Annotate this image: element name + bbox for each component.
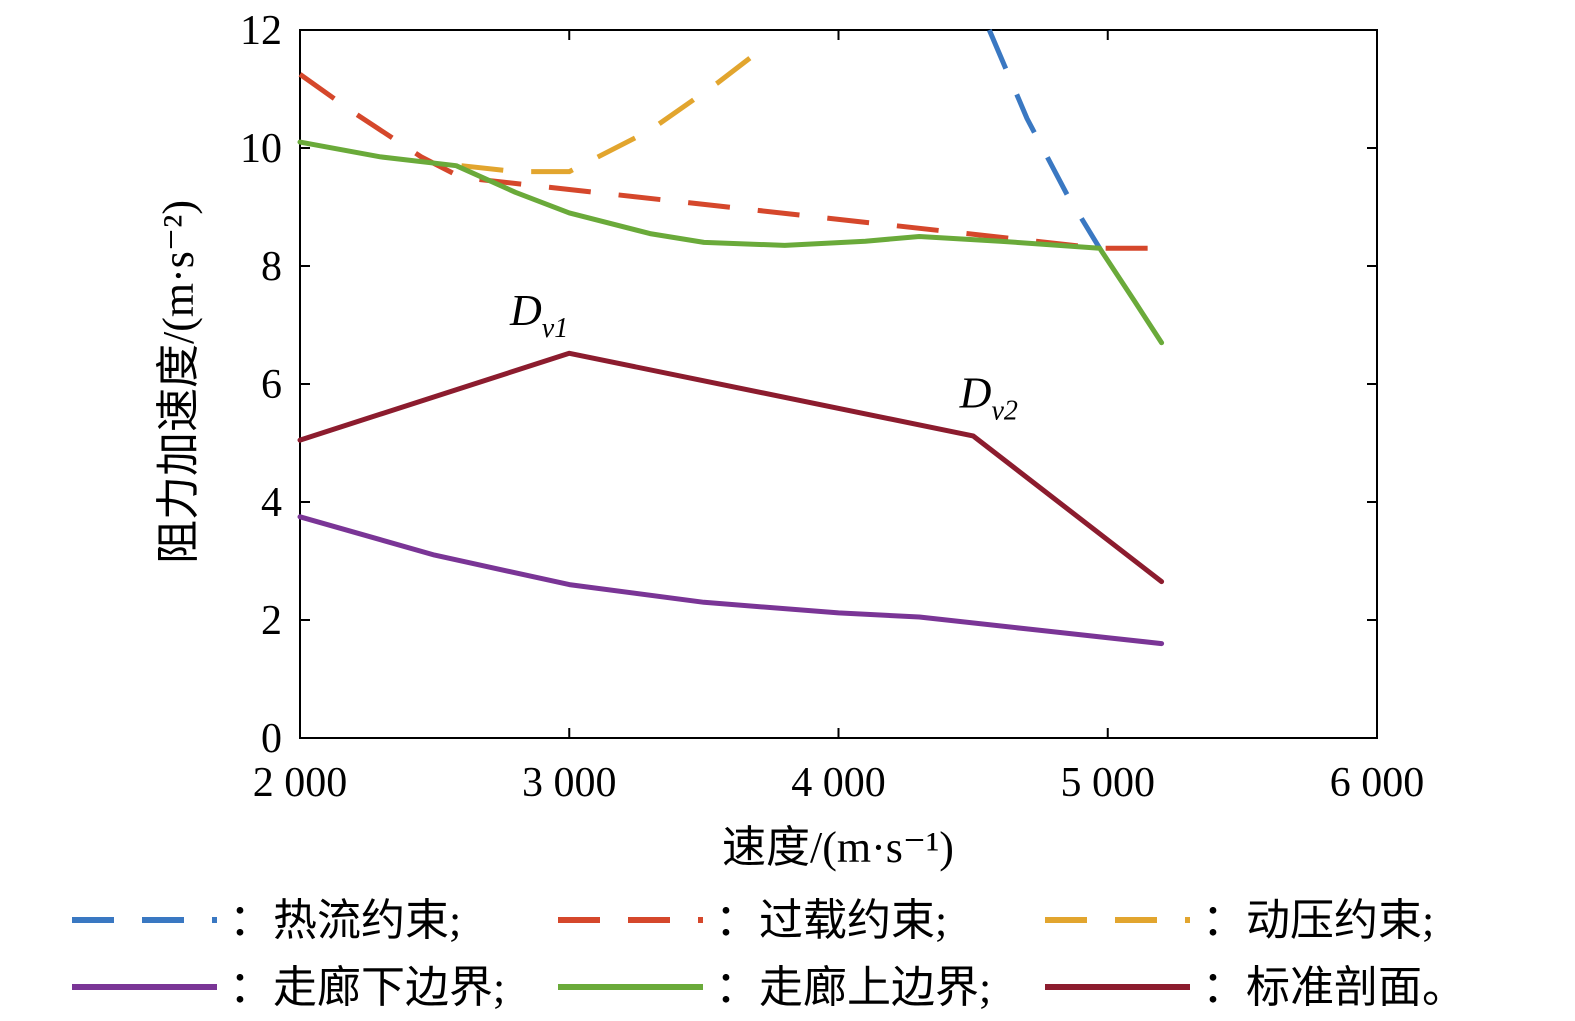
legend: ：热流约束; ：过载约束; ：动压约束; ：走廊下边界; ：走廊上边界; ：标准剖面。 <box>72 896 1466 1012</box>
x-tick-label: 3 000 <box>522 760 617 806</box>
annotation-label: Dv1 <box>509 286 568 344</box>
y-tick-label: 8 <box>261 244 282 290</box>
y-axis-title: 阻力加速度/(m·s⁻²) <box>154 200 203 564</box>
annotation-label: Dv2 <box>959 369 1018 427</box>
series-line-1 <box>986 29 1102 250</box>
legend-label-1: ：热流约束; <box>229 896 461 945</box>
y-tick-label: 10 <box>240 126 282 172</box>
legend-label-6: ：标准剖面。 <box>1202 963 1466 1012</box>
y-tick-label: 6 <box>261 362 282 408</box>
plot-frame <box>299 29 1378 739</box>
x-tick-label: 4 000 <box>791 760 886 806</box>
series-group <box>297 29 1165 647</box>
series-line-5 <box>297 139 1165 346</box>
series-line-2 <box>298 72 1162 251</box>
axis-ticks: 2 000 3 000 4 000 5 000 6 000 0 2 4 6 8 10 12 <box>240 8 1424 806</box>
series-line-3 <box>461 39 773 175</box>
x-tick-label: 2 000 <box>253 760 348 806</box>
legend-label-5: ：走廊上边界; <box>715 963 991 1012</box>
x-tick-label: 5 000 <box>1061 760 1156 806</box>
x-tick-label: 6 000 <box>1330 760 1425 806</box>
annotations: Dv1 Dv2 <box>509 286 1018 427</box>
legend-label-4: ：走廊下边界; <box>229 963 505 1012</box>
legend-label-3: ：动压约束; <box>1202 896 1434 945</box>
series-line-4 <box>297 514 1165 647</box>
series-line-6 <box>297 350 1165 585</box>
plot-area <box>299 29 1378 739</box>
y-tick-label: 2 <box>261 598 282 644</box>
x-axis-title: 速度/(m·s⁻¹) <box>722 823 954 872</box>
y-tick-label: 4 <box>261 480 282 526</box>
y-tick-label: 0 <box>261 716 282 762</box>
legend-label-2: ：过载约束; <box>715 896 947 945</box>
y-tick-label: 12 <box>240 8 282 54</box>
